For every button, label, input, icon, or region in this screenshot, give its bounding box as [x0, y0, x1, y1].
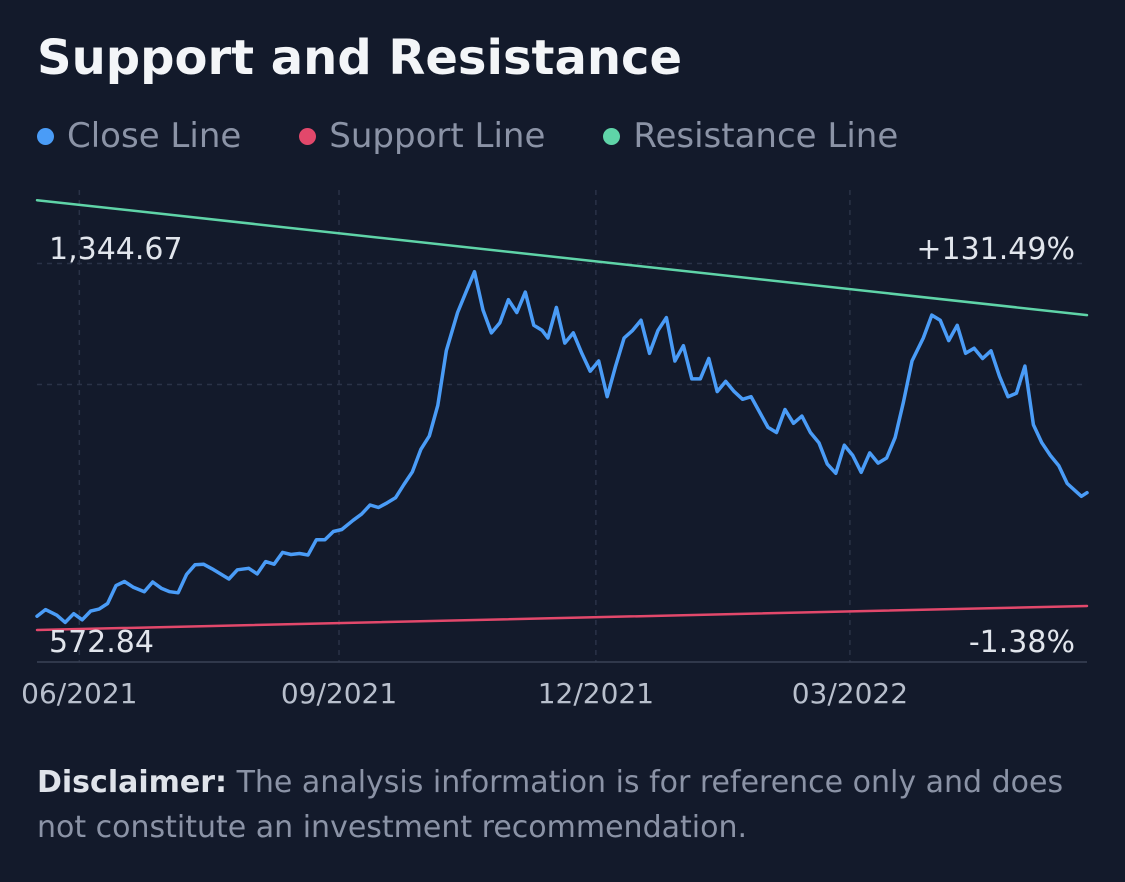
support-line-series	[35, 604, 1089, 632]
legend-item-resistance-line[interactable]: Resistance Line	[603, 116, 898, 156]
legend-label-close-line: Close Line	[67, 116, 242, 156]
legend: Close Line Support Line Resistance Line	[37, 116, 956, 156]
x-tick-label: 12/2021	[538, 677, 654, 710]
legend-label-resistance-line: Resistance Line	[633, 116, 899, 156]
series-lines	[35, 198, 1089, 632]
disclaimer-label: Disclaimer:	[37, 765, 228, 800]
min-percent-label: -1.38%	[969, 625, 1075, 660]
legend-label-support-line: Support Line	[329, 116, 546, 156]
chart-labels: 06/2021 09/2021 12/2021 03/2022 1,344.67 572.…	[21, 232, 1075, 710]
x-tick-label: 06/2021	[21, 677, 137, 710]
chart-title: Support and Resistance	[37, 30, 683, 86]
chart-area[interactable]: 06/2021 09/2021 12/2021 03/2022 1,344.67 572.…	[0, 0, 1125, 730]
close-line-series	[35, 269, 1089, 625]
support-line-dot-icon	[299, 127, 317, 145]
disclaimer-text: The analysis information is for referenc…	[37, 765, 1064, 845]
grid	[37, 190, 1087, 663]
max-price-label: 1,344.67	[49, 232, 183, 267]
resistance-line-series	[35, 198, 1089, 317]
legend-item-support-line[interactable]: Support Line	[299, 116, 545, 156]
legend-item-close-line[interactable]: Close Line	[37, 116, 241, 156]
disclaimer: Disclaimer: The analysis information is …	[37, 760, 1087, 850]
close-line-dot-icon	[37, 127, 54, 145]
resistance-line-dot-icon	[603, 127, 621, 145]
max-percent-label: +131.49%	[916, 232, 1075, 267]
x-tick-label: 03/2022	[792, 677, 908, 710]
x-tick-label: 09/2021	[281, 677, 397, 710]
min-price-label: 572.84	[49, 625, 154, 660]
